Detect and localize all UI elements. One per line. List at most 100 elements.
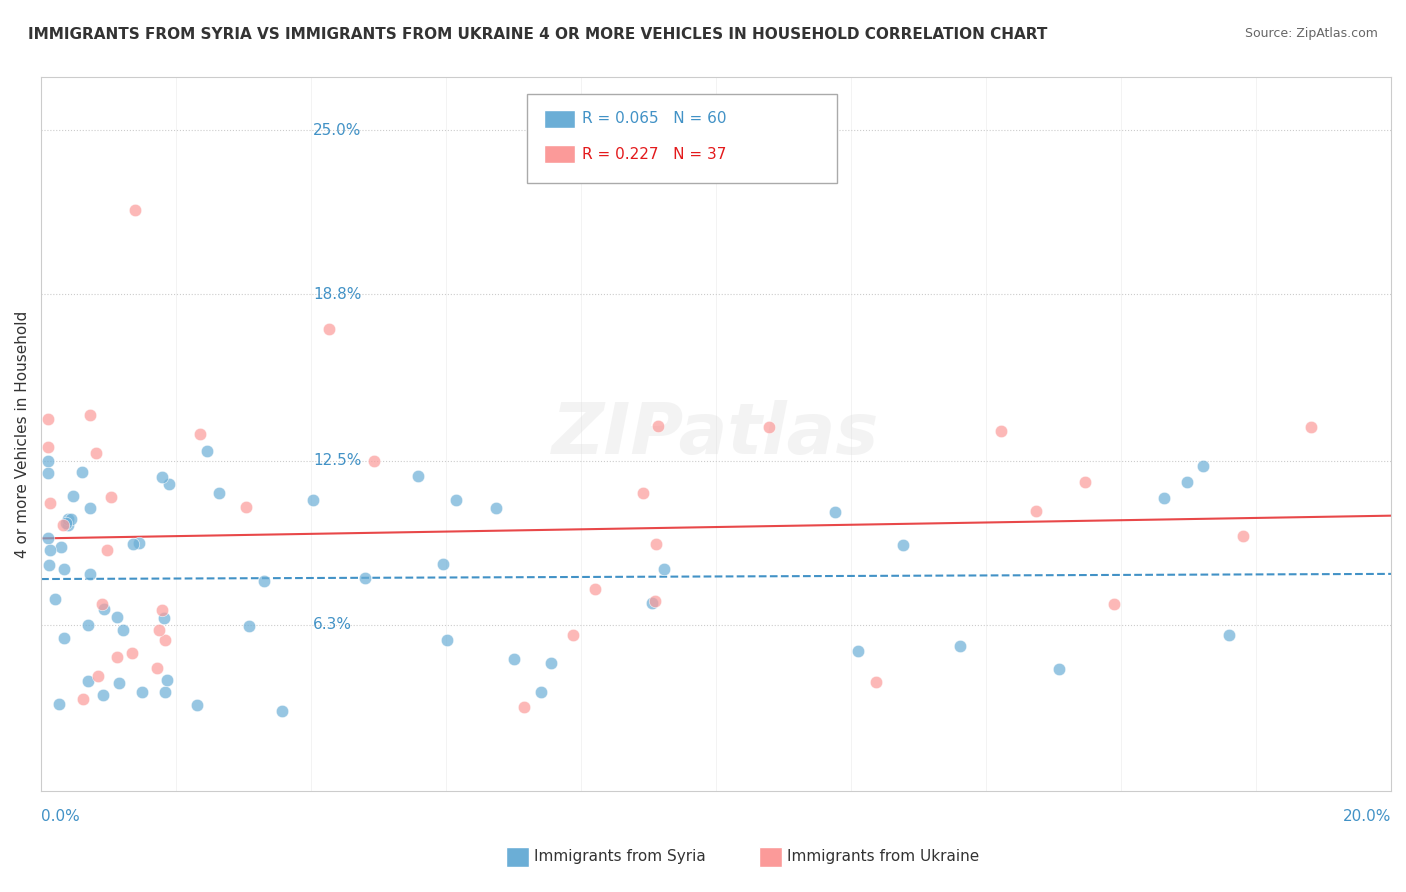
Point — [583, 582, 606, 597]
Point — [76, 674, 98, 689]
Text: 0.0%: 0.0% — [41, 809, 80, 824]
Point — [76, 617, 98, 632]
Text: Source: ZipAtlas.com: Source: ZipAtlas.com — [1244, 27, 1378, 40]
Point — [79, 501, 101, 516]
Text: Immigrants from Syria: Immigrants from Syria — [534, 849, 706, 863]
Point — [485, 501, 508, 516]
Point — [86, 669, 108, 683]
Text: R = 0.227   N = 37: R = 0.227 N = 37 — [582, 147, 727, 161]
Point — [37, 466, 59, 480]
Text: 6.3%: 6.3% — [314, 617, 352, 632]
Point — [645, 537, 668, 551]
Point — [865, 675, 887, 690]
Point — [758, 420, 780, 434]
Point — [90, 597, 112, 611]
Point — [79, 408, 101, 422]
Point — [503, 652, 526, 666]
Point — [641, 597, 664, 611]
Point — [53, 631, 76, 645]
Point — [824, 505, 846, 519]
Point — [48, 697, 70, 711]
Point — [39, 542, 62, 557]
Y-axis label: 4 or more Vehicles in Household: 4 or more Vehicles in Household — [15, 310, 30, 558]
Point — [513, 699, 536, 714]
Point — [37, 454, 59, 468]
Text: R = 0.065   N = 60: R = 0.065 N = 60 — [582, 112, 727, 126]
Point — [146, 661, 169, 675]
Point — [128, 536, 150, 550]
Point — [271, 704, 294, 718]
Point — [530, 684, 553, 698]
Point — [318, 321, 340, 335]
Point — [100, 490, 122, 504]
Point — [153, 685, 176, 699]
Point — [652, 562, 675, 576]
Point — [188, 426, 211, 441]
Point — [1104, 598, 1126, 612]
Point — [1074, 475, 1097, 489]
Point — [949, 639, 972, 653]
Point — [105, 649, 128, 664]
Point — [79, 566, 101, 581]
Point — [1177, 475, 1199, 489]
Point — [53, 561, 76, 575]
Point — [1299, 420, 1322, 434]
Point — [846, 644, 869, 658]
Point — [195, 444, 218, 458]
Point — [37, 411, 59, 425]
Text: 18.8%: 18.8% — [314, 286, 361, 301]
Point — [60, 512, 83, 526]
Point — [107, 610, 129, 624]
Point — [238, 619, 260, 633]
Point — [124, 202, 146, 217]
Point — [186, 698, 208, 713]
Point — [37, 531, 59, 545]
Point — [122, 537, 145, 551]
Point — [148, 623, 170, 637]
Point — [153, 633, 176, 648]
Point — [631, 485, 654, 500]
Point — [96, 542, 118, 557]
Point — [153, 610, 176, 624]
Point — [891, 537, 914, 551]
Point — [58, 512, 80, 526]
Text: IMMIGRANTS FROM SYRIA VS IMMIGRANTS FROM UKRAINE 4 OR MORE VEHICLES IN HOUSEHOLD: IMMIGRANTS FROM SYRIA VS IMMIGRANTS FROM… — [28, 27, 1047, 42]
Point — [1047, 662, 1070, 676]
Point — [112, 623, 135, 637]
Point — [156, 673, 179, 688]
Point — [121, 646, 143, 660]
Point — [990, 424, 1012, 438]
Point — [647, 419, 669, 434]
Point — [44, 591, 66, 606]
Point — [58, 518, 80, 533]
Point — [157, 476, 180, 491]
Point — [131, 685, 153, 699]
Point — [363, 454, 385, 468]
Point — [72, 692, 94, 706]
Text: 12.5%: 12.5% — [314, 453, 361, 468]
Point — [1025, 504, 1047, 518]
Text: Immigrants from Ukraine: Immigrants from Ukraine — [787, 849, 980, 863]
Point — [38, 558, 60, 573]
Point — [1218, 628, 1240, 642]
Point — [354, 570, 377, 584]
Text: 20.0%: 20.0% — [1343, 809, 1391, 824]
Point — [39, 495, 62, 509]
Point — [1232, 529, 1254, 543]
Point — [62, 489, 84, 503]
Point — [150, 470, 173, 484]
Point — [540, 656, 562, 670]
Point — [644, 594, 666, 608]
Text: ZIPatlas: ZIPatlas — [553, 400, 880, 469]
Point — [93, 602, 115, 616]
Point — [436, 633, 458, 648]
Point — [51, 540, 73, 554]
Point — [84, 446, 107, 460]
Point — [208, 486, 231, 500]
Point — [253, 574, 276, 589]
Point — [444, 492, 467, 507]
Point — [235, 500, 257, 515]
Point — [108, 676, 131, 690]
Point — [37, 440, 59, 454]
Point — [91, 688, 114, 702]
